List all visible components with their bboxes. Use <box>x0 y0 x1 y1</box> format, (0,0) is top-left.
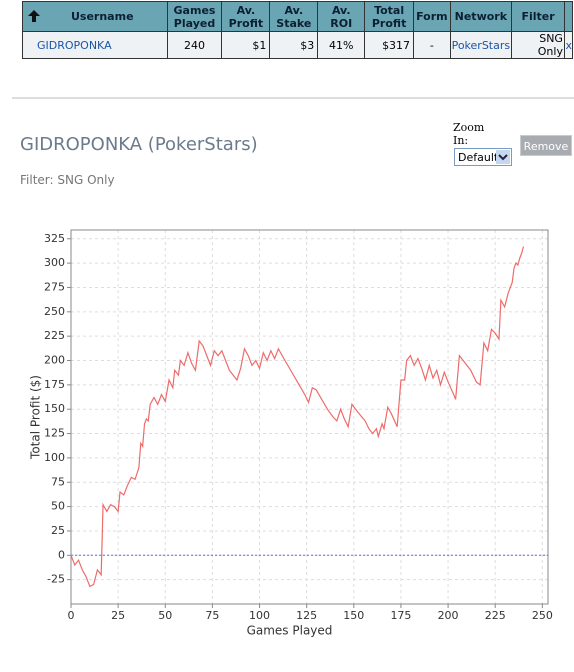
header-cell[interactable]: Filter <box>511 1 565 32</box>
network-link[interactable]: PokerStars <box>451 38 511 52</box>
data-line <box>70 246 525 588</box>
separator <box>12 97 574 99</box>
remove-link[interactable]: x <box>565 38 572 52</box>
cell: SNG Only <box>511 31 565 59</box>
cell: 240 <box>166 31 223 59</box>
header-cell[interactable]: Total Profit <box>364 1 415 32</box>
cell: - <box>413 31 451 59</box>
y-tick-label: 275 <box>44 280 65 293</box>
y-tick-label: 100 <box>44 451 65 464</box>
x-axis-label: Games Played <box>247 624 333 638</box>
x-tick-label: 125 <box>296 609 317 622</box>
header-cell[interactable]: Av. Profit <box>221 1 271 32</box>
header-cell[interactable]: Network <box>449 1 513 32</box>
stats-table: Username Games Played Av. Profit Av. Sta… <box>22 1 574 59</box>
y-tick-label: -25 <box>47 573 65 586</box>
y-tick-label: 125 <box>44 427 65 440</box>
header-text: Username <box>70 10 134 23</box>
header-cell[interactable]: Username <box>22 1 168 32</box>
x-tick-label: 225 <box>485 609 506 622</box>
header-cell[interactable]: Form <box>413 1 451 32</box>
header-cell[interactable]: Games Played <box>166 1 223 32</box>
cell: GIDROPONKA <box>22 31 168 59</box>
y-tick-label: 200 <box>44 354 65 367</box>
select-arrow <box>496 150 510 164</box>
x-tick-label: 175 <box>390 609 411 622</box>
y-tick-label: 0 <box>58 548 65 561</box>
y-tick-label: 25 <box>51 524 65 537</box>
cell: PokerStars <box>449 31 513 59</box>
header-cell <box>563 1 574 32</box>
x-tick-label: 25 <box>111 609 125 622</box>
y-tick-label: 50 <box>51 500 65 513</box>
header-cell[interactable]: Av. Stake <box>269 1 319 32</box>
plot-frame <box>70 229 549 605</box>
sort-arrow <box>28 10 40 22</box>
graph-title: GIDROPONKA (PokerStars) <box>20 134 258 155</box>
x-tick-label: 75 <box>205 609 219 622</box>
zoom-select[interactable]: Default <box>454 148 512 166</box>
y-tick-label: 225 <box>44 329 65 342</box>
cell: $1 <box>221 31 271 59</box>
x-tick-label: 0 <box>68 609 75 622</box>
y-tick-label: 150 <box>44 402 65 415</box>
y-tick-label: 175 <box>44 378 65 391</box>
x-tick-label: 50 <box>158 609 172 622</box>
cell: $3 <box>269 31 319 59</box>
y-tick-label: 300 <box>44 256 65 269</box>
y-axis-label: Total Profit ($) <box>29 375 43 460</box>
y-tick-label: 75 <box>51 475 65 488</box>
filter-label: Filter: SNG Only <box>20 173 115 187</box>
cell: x <box>563 31 574 59</box>
x-tick-label: 150 <box>343 609 364 622</box>
zoom-label: Zoom In: <box>453 121 485 147</box>
remove-button[interactable]: Remove <box>520 135 572 156</box>
x-tick-label: 250 <box>532 609 553 622</box>
username-link[interactable]: GIDROPONKA <box>37 38 112 52</box>
header-cell[interactable]: Av. ROI <box>317 1 366 32</box>
zoom-option: Default <box>458 151 499 164</box>
y-tick-label: 250 <box>44 305 65 318</box>
x-tick-label: 200 <box>438 609 459 622</box>
cell: 41% <box>317 31 366 59</box>
y-tick-label: 325 <box>44 232 65 245</box>
chart: -250255075100125150175200225250275300325… <box>29 229 553 638</box>
x-tick-label: 100 <box>249 609 270 622</box>
cell: $317 <box>364 31 415 59</box>
